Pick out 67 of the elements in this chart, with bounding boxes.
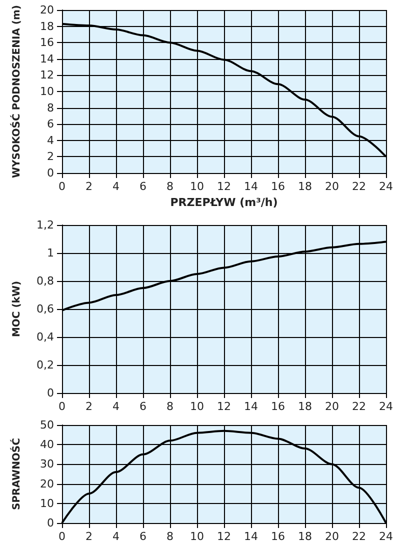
- y-tick-label: 50: [40, 418, 54, 432]
- y-axis-title: SPRAWNOŚĆ: [10, 438, 22, 510]
- y-tick-label: 10: [40, 496, 54, 510]
- x-tick-label: 20: [325, 530, 339, 543]
- x-tick-label: 12: [217, 530, 231, 543]
- x-tick-label: 20: [325, 400, 339, 413]
- y-tick-label: 0,4: [36, 330, 54, 344]
- x-tick-label: 10: [190, 530, 204, 543]
- y-axis-title: WYSOKOŚĆ PODNOSZENIA (m): [10, 5, 22, 178]
- y-tick-label: 12: [40, 68, 54, 82]
- x-tick-label: 2: [86, 530, 92, 543]
- x-tick-label: 12: [217, 400, 231, 413]
- x-tick-label: 0: [58, 400, 66, 413]
- y-tick-label: 18: [40, 20, 54, 33]
- x-tick-label: 8: [166, 180, 174, 193]
- x-tick-label: 6: [140, 180, 146, 193]
- y-tick-label: 0: [47, 516, 54, 530]
- x-tick-label: 16: [271, 530, 285, 543]
- x-tick-label: 18: [298, 530, 312, 543]
- y-tick-label: 14: [40, 52, 54, 66]
- y-tick-label: 40: [40, 438, 54, 452]
- x-tick-label: 22: [352, 180, 366, 193]
- x-tick-label: 8: [166, 400, 174, 413]
- y-tick-label: 1: [47, 246, 54, 260]
- x-tick-label: 18: [298, 400, 312, 413]
- y-tick-label: 4: [47, 134, 54, 147]
- y-tick-label: 0,8: [36, 274, 54, 288]
- x-tick-label: 10: [190, 400, 204, 413]
- y-axis-title: MOC (kW): [12, 280, 22, 338]
- x-tick-label: 4: [112, 400, 120, 413]
- x-tick-label: 2: [86, 400, 92, 413]
- x-axis-title: PRZEPŁYW (m³/h): [170, 196, 278, 209]
- x-tick-label: 12: [217, 180, 231, 193]
- y-tick-label: 1,2: [36, 218, 54, 232]
- y-tick-label: 0: [47, 166, 54, 180]
- x-tick-label: 24: [379, 530, 393, 543]
- x-tick-label: 2: [86, 180, 92, 193]
- x-tick-label: 22: [352, 530, 366, 543]
- y-tick-label: 0,6: [36, 302, 54, 316]
- x-tick-label: 24: [379, 400, 393, 413]
- y-tick-label: 8: [47, 101, 54, 114]
- x-tick-label: 10: [190, 180, 204, 193]
- y-tick-label: 0: [47, 386, 54, 400]
- x-tick-label: 4: [112, 180, 120, 193]
- y-tick-label: 6: [47, 118, 54, 131]
- x-tick-label: 24: [379, 180, 393, 193]
- y-tick-label: 10: [40, 85, 54, 98]
- x-tick-label: 8: [166, 530, 174, 543]
- x-tick-label: 20: [325, 180, 339, 193]
- x-tick-label: 22: [352, 400, 366, 413]
- x-tick-label: 14: [244, 400, 258, 413]
- x-tick-label: 0: [58, 530, 66, 543]
- x-tick-label: 16: [271, 400, 285, 413]
- x-tick-label: 14: [244, 530, 258, 543]
- y-tick-label: 16: [40, 36, 54, 50]
- y-tick-label: 0,2: [36, 358, 54, 372]
- x-tick-label: 4: [112, 530, 120, 543]
- y-tick-label: 30: [40, 458, 54, 471]
- x-tick-label: 6: [140, 530, 146, 543]
- x-tick-label: 16: [271, 180, 285, 193]
- x-tick-label: 6: [140, 400, 146, 413]
- y-tick-label: 2: [47, 150, 54, 164]
- y-tick-label: 20: [40, 477, 54, 490]
- y-tick-label: 20: [40, 4, 54, 16]
- x-tick-label: 18: [298, 180, 312, 193]
- x-tick-label: 0: [58, 180, 66, 193]
- x-tick-label: 14: [244, 180, 258, 193]
